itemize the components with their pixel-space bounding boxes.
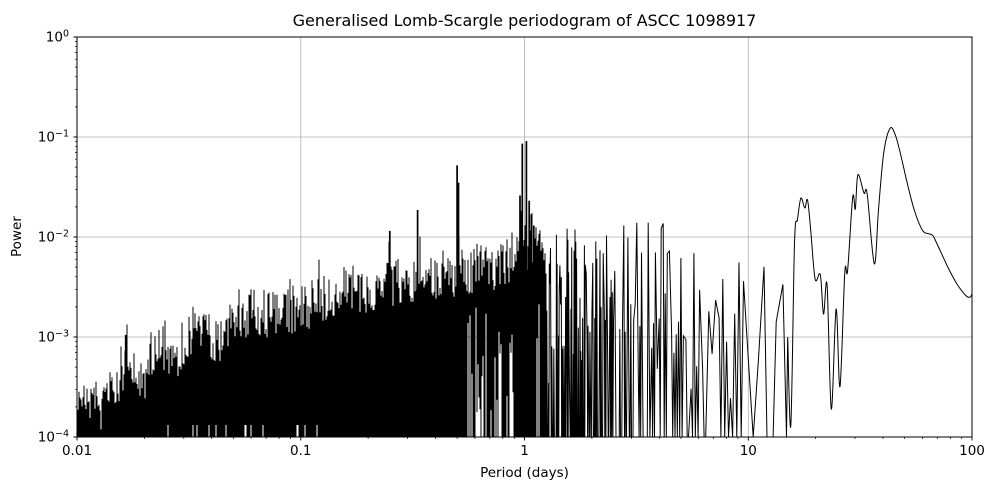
y-tick-label: 10−1: [38, 129, 69, 146]
y-tick-label: 100: [46, 29, 69, 46]
x-tick-label: 0.1: [290, 443, 311, 459]
y-tick-label: 10−2: [38, 229, 69, 246]
major-ticks: [73, 36, 973, 441]
minor-ticks: [75, 41, 963, 439]
x-tick-label: 10: [740, 443, 757, 459]
y-tick-label: 10−4: [38, 429, 69, 446]
alias-peaks: [124, 141, 535, 437]
noise-columns: [77, 230, 547, 437]
y-tick-label: 10−3: [38, 329, 69, 346]
y-axis-label: Power: [9, 216, 25, 258]
x-tick-label: 100: [959, 443, 985, 459]
series-group: [77, 127, 972, 438]
x-axis-label: Period (days): [480, 465, 569, 481]
chart-title: Generalised Lomb-Scargle periodogram of …: [292, 11, 757, 30]
periodogram-line: [545, 127, 972, 438]
x-tick-label: 1: [520, 443, 529, 459]
x-tick-label: 0.01: [62, 443, 92, 459]
